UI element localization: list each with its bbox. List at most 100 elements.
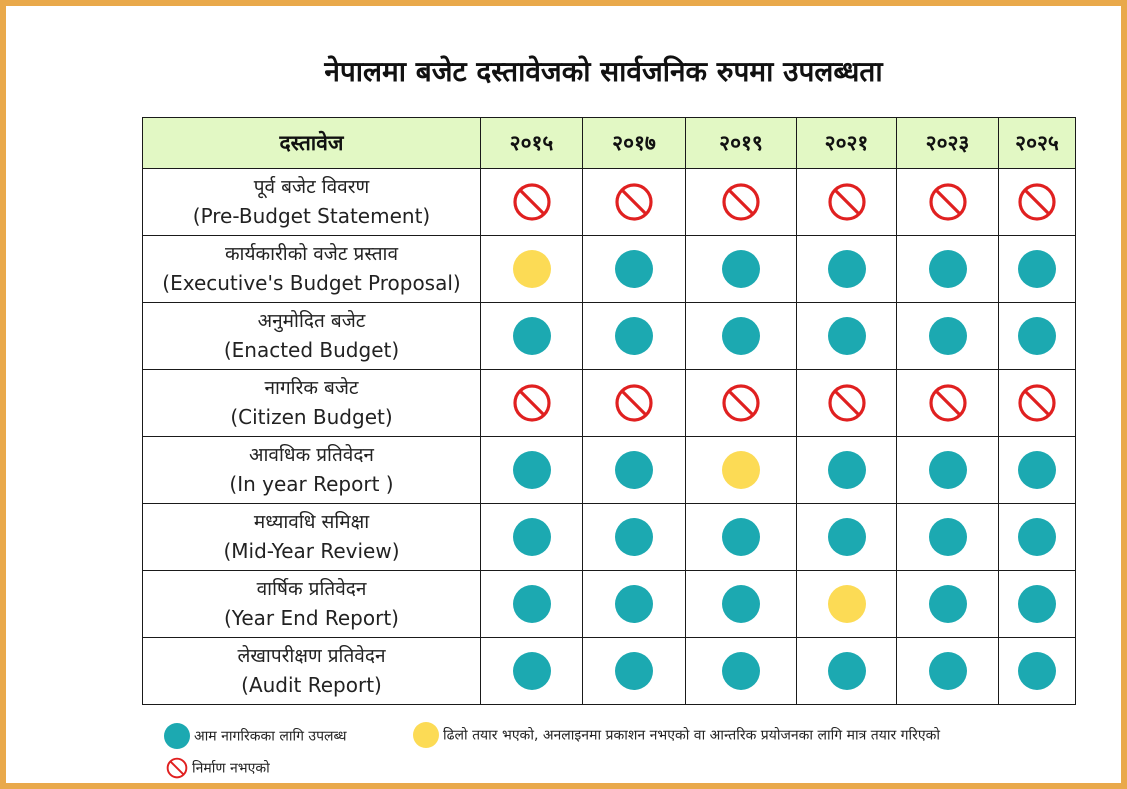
status-cell (582, 436, 686, 504)
legend-not-produced-label: निर्माण नभएको (192, 760, 270, 777)
available-dot-icon (512, 652, 551, 690)
status-cell (480, 637, 583, 705)
table-row: वार्षिक प्रतिवेदन (Year End Report) (142, 570, 1076, 638)
available-dot-icon (928, 250, 967, 288)
status-cell (685, 436, 797, 504)
available-dot-icon (1018, 451, 1056, 489)
status-cell (998, 503, 1076, 571)
available-dot-icon (928, 585, 967, 623)
available-dot-icon (512, 451, 551, 489)
status-cell (685, 637, 797, 705)
status-cell (480, 503, 583, 571)
available-dot-icon (1018, 652, 1056, 690)
status-cell (896, 570, 999, 638)
status-cell (582, 570, 686, 638)
table-row: नागरिक बजेट (Citizen Budget) (142, 369, 1076, 437)
available-dot-icon (164, 723, 190, 749)
late-dot-icon (413, 722, 439, 748)
available-dot-icon (722, 652, 760, 690)
available-dot-icon (827, 317, 866, 355)
available-dot-icon (512, 317, 551, 355)
late-dot-icon (722, 451, 760, 489)
legend-available-label: आम नागरिकका लागि उपलब्ध (194, 728, 347, 745)
document-name-cell: नागरिक बजेट (Citizen Budget) (142, 369, 481, 437)
year-header: २०१९ (685, 117, 797, 169)
prohibited-icon (928, 183, 967, 221)
status-cell (998, 436, 1076, 504)
legend-late: ढिलो तयार भएको, अनलाइनमा प्रकाशन नभएको व… (413, 722, 940, 748)
prohibited-icon (1018, 183, 1056, 221)
document-name-en: (Year End Report) (224, 606, 399, 630)
late-dot-icon (827, 585, 866, 623)
document-name-en: (Audit Report) (241, 673, 382, 697)
document-name-np: कार्यकारीको वजेट प्रस्ताव (224, 243, 399, 265)
available-dot-icon (928, 518, 967, 556)
status-cell (582, 369, 686, 437)
status-cell (796, 168, 897, 236)
status-cell (582, 302, 686, 370)
available-dot-icon (1018, 250, 1056, 288)
prohibited-icon (827, 384, 866, 422)
prohibited-icon (1018, 384, 1056, 422)
document-name-cell: कार्यकारीको वजेट प्रस्ताव (Executive's Bu… (142, 235, 481, 303)
year-header: २०१७ (582, 117, 686, 169)
document-name-np: मध्यावधि समिक्षा (253, 511, 370, 533)
document-name-cell: आवधिक प्रतिवेदन (In year Report ) (142, 436, 481, 504)
table-row: लेखापरीक्षण प्रतिवेदन (Audit Report) (142, 637, 1076, 705)
available-dot-icon (1018, 518, 1056, 556)
status-cell (480, 235, 583, 303)
available-dot-icon (615, 518, 653, 556)
document-name-cell: वार्षिक प्रतिवेदन (Year End Report) (142, 570, 481, 638)
status-cell (998, 302, 1076, 370)
document-name-en: (Executive's Budget Proposal) (162, 271, 461, 295)
table-header-row: दस्तावेज २०१५ २०१७ २०१९ २०२१ २०२३ २०२५ (142, 117, 1076, 169)
available-dot-icon (722, 317, 760, 355)
status-cell (998, 369, 1076, 437)
document-name-cell: पूर्व बजेट विवरण (Pre-Budget Statement) (142, 168, 481, 236)
available-dot-icon (512, 518, 551, 556)
status-cell (998, 168, 1076, 236)
document-name-en: (Mid-Year Review) (223, 539, 400, 563)
document-name-np: अनुमोदित बजेट (257, 310, 366, 332)
status-cell (685, 302, 797, 370)
available-dot-icon (722, 518, 760, 556)
available-dot-icon (827, 518, 866, 556)
status-cell (582, 168, 686, 236)
available-dot-icon (928, 317, 967, 355)
page-title: नेपालमा बजेट दस्तावेजको सार्वजनिक रुपमा … (324, 55, 883, 88)
document-name-en: (In year Report ) (229, 472, 394, 496)
status-cell (685, 168, 797, 236)
prohibited-icon (512, 384, 551, 422)
document-name-cell: लेखापरीक्षण प्रतिवेदन (Audit Report) (142, 637, 481, 705)
document-name-np: आवधिक प्रतिवेदन (249, 444, 374, 466)
legend-late-label: ढिलो तयार भएको, अनलाइनमा प्रकाशन नभएको व… (443, 727, 941, 744)
status-cell (796, 235, 897, 303)
table-row: कार्यकारीको वजेट प्रस्ताव (Executive's Bu… (142, 235, 1076, 303)
status-cell (582, 235, 686, 303)
status-cell (896, 369, 999, 437)
document-name-en: (Enacted Budget) (223, 338, 400, 362)
available-dot-icon (615, 652, 653, 690)
status-cell (896, 235, 999, 303)
table-row: पूर्व बजेट विवरण (Pre-Budget Statement) (142, 168, 1076, 236)
table-row: अनुमोदित बजेट (Enacted Budget) (142, 302, 1076, 370)
prohibited-icon (512, 183, 551, 221)
status-cell (896, 436, 999, 504)
available-dot-icon (615, 451, 653, 489)
prohibited-icon (615, 384, 653, 422)
status-cell (796, 369, 897, 437)
document-name-en: (Citizen Budget) (230, 405, 393, 429)
available-dot-icon (722, 250, 760, 288)
prohibited-icon (166, 757, 188, 779)
legend-available: आम नागरिकका लागि उपलब्ध (164, 723, 347, 749)
status-cell (685, 503, 797, 571)
available-dot-icon (615, 585, 653, 623)
available-dot-icon (1018, 585, 1056, 623)
year-header: २०२१ (796, 117, 897, 169)
status-cell (998, 637, 1076, 705)
document-name-np: नागरिक बजेट (264, 377, 359, 399)
available-dot-icon (615, 317, 653, 355)
document-name-cell: अनुमोदित बजेट (Enacted Budget) (142, 302, 481, 370)
status-cell (480, 302, 583, 370)
